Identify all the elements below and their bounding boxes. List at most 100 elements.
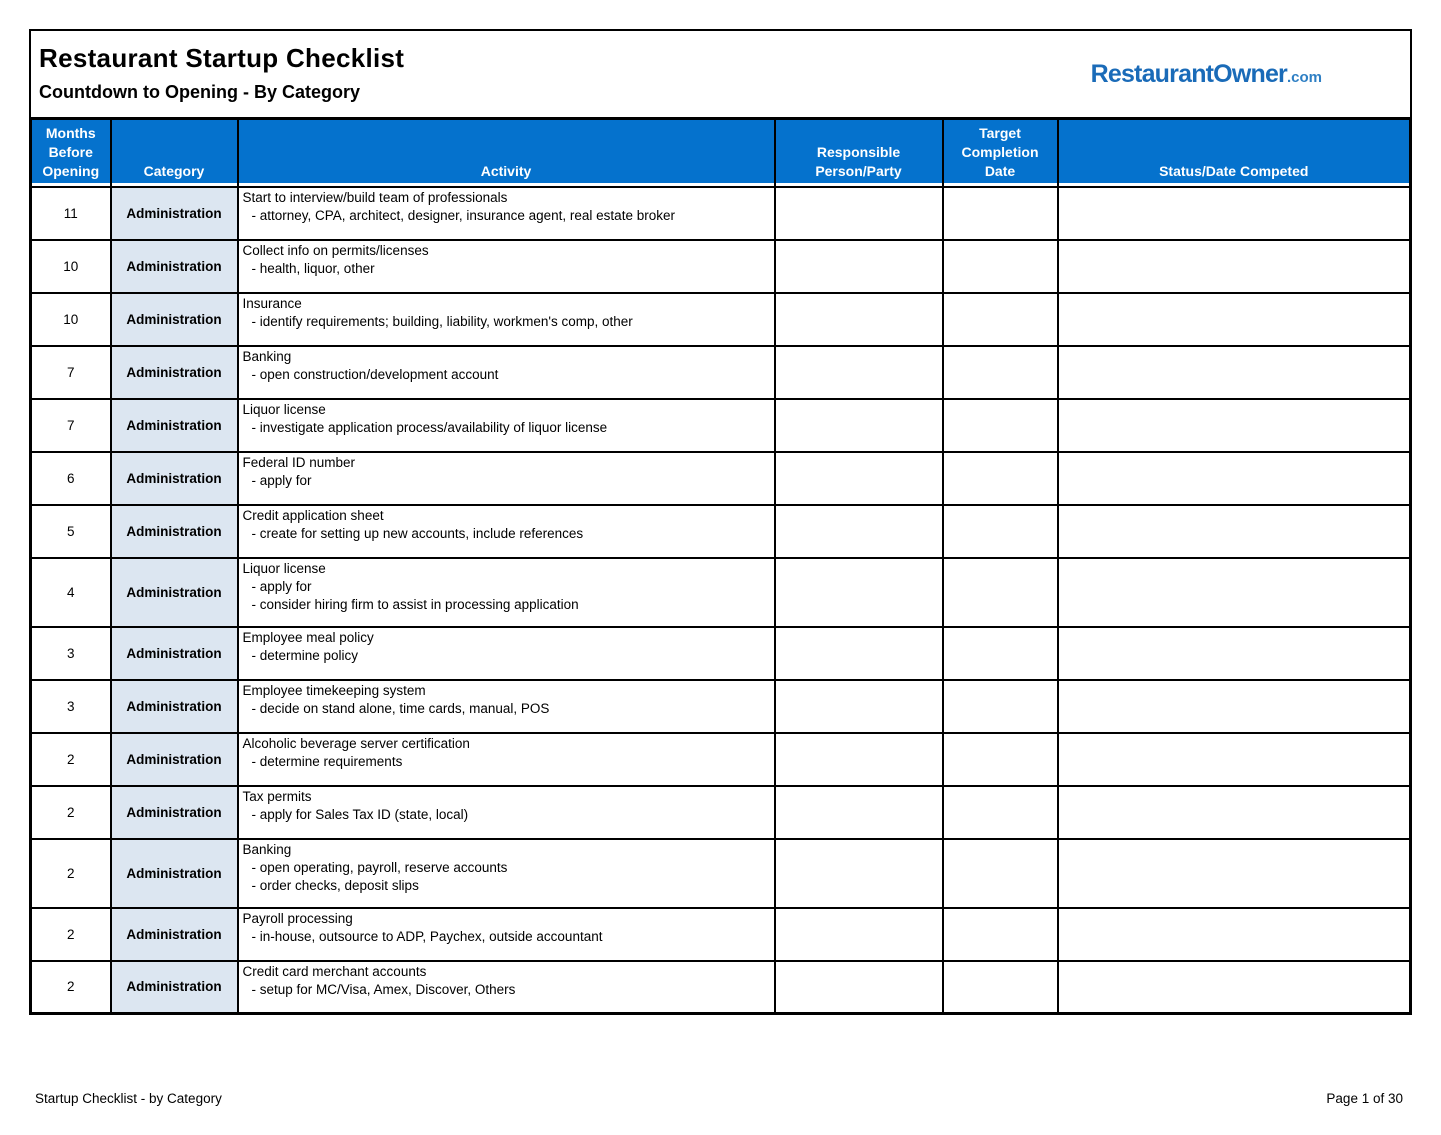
- status-date-completed-cell: [1056, 450, 1412, 506]
- responsible-person-cell: [773, 185, 944, 241]
- category-cell: Administration: [109, 784, 239, 840]
- months-cell: 2: [29, 731, 112, 787]
- activity-subitem: - consider hiring firm to assist in proc…: [251, 596, 579, 612]
- status-date-completed-cell: [1056, 344, 1412, 400]
- target-completion-date-cell: [941, 837, 1059, 909]
- activity-cell: Federal ID number - apply for: [236, 450, 776, 506]
- status-date-completed-cell: [1056, 906, 1412, 962]
- table-header-row: Months Before Opening Category Activity …: [29, 117, 1412, 188]
- activity-subitem: - health, liquor, other: [251, 260, 375, 276]
- category-cell: Administration: [109, 344, 239, 400]
- col-header-activity: Activity: [236, 117, 776, 188]
- table-row: 5 Administration Credit application shee…: [29, 503, 1412, 559]
- activity-cell: Credit card merchant accounts - setup for…: [236, 959, 776, 1015]
- status-date-completed-cell: [1056, 678, 1412, 734]
- activity-title: Credit card merchant accounts: [242, 963, 427, 979]
- page-subtitle: Countdown to Opening - By Category: [39, 82, 360, 102]
- table-row: 2 Administration Credit card merchant ac…: [29, 959, 1412, 1015]
- activity-title: Alcoholic beverage server certification: [242, 735, 470, 751]
- months-cell: 5: [29, 503, 112, 559]
- activity-title: Payroll processing: [242, 910, 353, 926]
- activity-subitem: - open operating, payroll, reserve accou…: [251, 859, 508, 875]
- activity-subitem: - open construction/development account: [251, 366, 499, 382]
- activity-title: Liquor license: [242, 401, 326, 417]
- months-cell: 3: [29, 678, 112, 734]
- table-row: 6 Administration Federal ID number - appl…: [29, 450, 1412, 506]
- target-completion-date-cell: [941, 959, 1059, 1015]
- months-cell: 6: [29, 450, 112, 506]
- target-completion-date-cell: [941, 344, 1059, 400]
- activity-subitem: - create for setting up new accounts, in…: [251, 525, 584, 541]
- responsible-person-cell: [773, 450, 944, 506]
- status-date-completed-cell: [1056, 784, 1412, 840]
- responsible-person-cell: [773, 625, 944, 681]
- months-cell: 3: [29, 625, 112, 681]
- category-cell: Administration: [109, 291, 239, 347]
- table-row: 2 Administration Tax permits - apply for …: [29, 784, 1412, 840]
- activity-cell: Banking - open construction/development a…: [236, 344, 776, 400]
- table-row: 2 Administration Alcoholic beverage serv…: [29, 731, 1412, 787]
- target-completion-date-cell: [941, 784, 1059, 840]
- activity-subitem: - order checks, deposit slips: [251, 877, 419, 893]
- activity-title: Federal ID number: [242, 454, 356, 470]
- responsible-person-cell: [773, 731, 944, 787]
- activity-title: Banking: [242, 841, 292, 857]
- col-header-status-date: Status/Date Competed: [1056, 117, 1412, 188]
- activity-title: Liquor license: [242, 560, 326, 576]
- months-cell: 7: [29, 344, 112, 400]
- table-row: 2 Administration Banking - open operating…: [29, 837, 1412, 909]
- responsible-person-cell: [773, 238, 944, 294]
- col-header-category: Category: [109, 117, 239, 188]
- status-date-completed-cell: [1056, 556, 1412, 628]
- target-completion-date-cell: [941, 185, 1059, 241]
- activity-title: Insurance: [242, 295, 302, 311]
- responsible-person-cell: [773, 556, 944, 628]
- responsible-person-cell: [773, 837, 944, 909]
- col-header-months-before-opening: Months Before Opening: [29, 117, 112, 188]
- target-completion-date-cell: [941, 503, 1059, 559]
- table-row: 3 Administration Employee timekeeping sy…: [29, 678, 1412, 734]
- category-cell: Administration: [109, 731, 239, 787]
- activity-cell: Liquor license - investigate application …: [236, 397, 776, 453]
- activity-subitem: - apply for: [251, 472, 312, 488]
- activity-subitem: - attorney, CPA, architect, designer, in…: [251, 207, 675, 223]
- activity-cell: Employee timekeeping system - decide on s…: [236, 678, 776, 734]
- category-cell: Administration: [109, 397, 239, 453]
- target-completion-date-cell: [941, 397, 1059, 453]
- category-cell: Administration: [109, 185, 239, 241]
- activity-cell: Banking - open operating, payroll, reserv…: [236, 837, 776, 909]
- table-row: 2 Administration Payroll processing - in-…: [29, 906, 1412, 962]
- category-cell: Administration: [109, 625, 239, 681]
- table-row: 10 Administration Collect info on permit…: [29, 238, 1412, 294]
- activity-cell: Insurance - identify requirements; buildi…: [236, 291, 776, 347]
- activity-cell: Collect info on permits/licenses - health…: [236, 238, 776, 294]
- activity-subitem: - determine policy: [251, 647, 359, 663]
- target-completion-date-cell: [941, 731, 1059, 787]
- status-date-completed-cell: [1056, 731, 1412, 787]
- col-header-target-completion-date: Target Completion Date: [941, 117, 1059, 188]
- page-title: Restaurant Startup Checklist: [39, 43, 405, 73]
- activity-subitem: - setup for MC/Visa, Amex, Discover, Oth…: [251, 981, 516, 997]
- responsible-person-cell: [773, 291, 944, 347]
- activity-title: Start to interview/build team of profess…: [242, 189, 508, 205]
- activity-cell: Credit application sheet - create for set…: [236, 503, 776, 559]
- months-cell: 10: [29, 291, 112, 347]
- responsible-person-cell: [773, 906, 944, 962]
- status-date-completed-cell: [1056, 503, 1412, 559]
- restaurantowner-logo: RestaurantOwner.com: [1091, 60, 1322, 89]
- activity-cell: Alcoholic beverage server certification -…: [236, 731, 776, 787]
- table-row: 7 Administration Liquor license - investi…: [29, 397, 1412, 453]
- footer-document-name: Startup Checklist - by Category: [35, 1091, 222, 1106]
- target-completion-date-cell: [941, 906, 1059, 962]
- status-date-completed-cell: [1056, 238, 1412, 294]
- months-cell: 2: [29, 784, 112, 840]
- status-date-completed-cell: [1056, 837, 1412, 909]
- activity-cell: Tax permits - apply for Sales Tax ID (sta…: [236, 784, 776, 840]
- activity-cell: Payroll processing - in-house, outsource …: [236, 906, 776, 962]
- title-block: Restaurant Startup Checklist Countdown t…: [29, 29, 1412, 117]
- responsible-person-cell: [773, 344, 944, 400]
- activity-title: Credit application sheet: [242, 507, 384, 523]
- responsible-person-cell: [773, 503, 944, 559]
- activity-subitem: - determine requirements: [251, 753, 403, 769]
- category-cell: Administration: [109, 503, 239, 559]
